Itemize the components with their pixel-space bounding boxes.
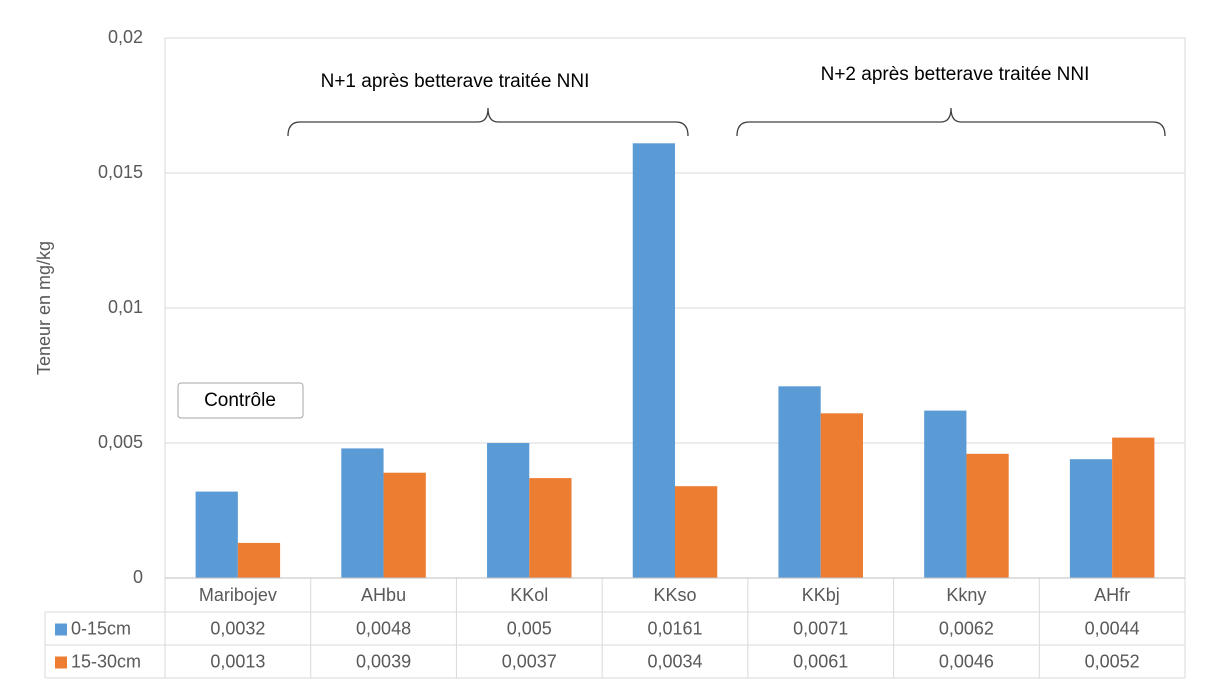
y-tick-label: 0,015 bbox=[98, 162, 143, 182]
table-value: 0,0161 bbox=[647, 618, 702, 638]
bar bbox=[237, 542, 281, 578]
y-tick-label: 0,005 bbox=[98, 432, 143, 452]
legend-key bbox=[55, 656, 67, 669]
bar bbox=[632, 143, 675, 579]
x-tick-label: Kkny bbox=[946, 585, 986, 605]
table-value: 0,0062 bbox=[939, 618, 994, 638]
legend-label: 15-30cm bbox=[71, 651, 141, 671]
x-tick-label: AHbu bbox=[361, 585, 406, 605]
y-tick-label: 0,02 bbox=[108, 27, 143, 47]
legend-key bbox=[55, 623, 67, 636]
bar bbox=[195, 491, 238, 578]
table-value: 0,0052 bbox=[1085, 651, 1140, 671]
table-value: 0,0013 bbox=[210, 651, 265, 671]
bar bbox=[924, 410, 967, 578]
table-value: 0,0046 bbox=[939, 651, 994, 671]
table-value: 0,0061 bbox=[793, 651, 848, 671]
bar bbox=[675, 486, 718, 578]
bar bbox=[778, 386, 821, 578]
bar bbox=[966, 453, 1009, 578]
annotation: N+2 après betterave traitée NNI bbox=[821, 64, 1090, 85]
x-tick-label: KKso bbox=[653, 585, 696, 605]
annotation: Contrôle bbox=[204, 390, 276, 411]
x-tick-label: KKol bbox=[510, 585, 548, 605]
bar bbox=[341, 448, 384, 578]
table-value: 0,0034 bbox=[647, 651, 702, 671]
table-value: 0,005 bbox=[507, 618, 552, 638]
annotation-box bbox=[177, 382, 304, 419]
table-value: 0,0032 bbox=[210, 618, 265, 638]
table-value: 0,0048 bbox=[356, 618, 411, 638]
x-tick-label: Maribojev bbox=[199, 585, 277, 605]
brace bbox=[736, 107, 1166, 137]
bar bbox=[487, 443, 530, 578]
x-tick-label: KKbj bbox=[802, 585, 840, 605]
bar bbox=[1112, 437, 1155, 578]
bar bbox=[529, 478, 572, 578]
legend-label: 0-15cm bbox=[71, 618, 131, 638]
bar bbox=[820, 413, 863, 578]
table-value: 0,0044 bbox=[1085, 618, 1140, 638]
table-value: 0,0071 bbox=[793, 618, 848, 638]
bar bbox=[1069, 459, 1113, 578]
table-value: 0,0037 bbox=[502, 651, 557, 671]
brace bbox=[287, 107, 689, 137]
y-tick-label: 0,01 bbox=[108, 297, 143, 317]
y-axis-label: Teneur en mg/kg bbox=[34, 241, 54, 375]
bar bbox=[383, 472, 426, 578]
x-tick-label: AHfr bbox=[1094, 585, 1130, 605]
y-tick-label: 0 bbox=[133, 567, 143, 587]
table-value: 0,0039 bbox=[356, 651, 411, 671]
annotation: N+1 après betterave traitée NNI bbox=[321, 71, 590, 92]
